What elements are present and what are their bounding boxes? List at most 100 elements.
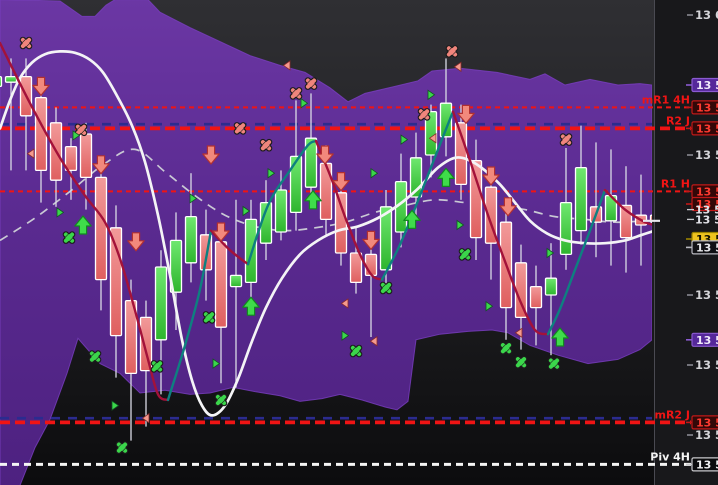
candle <box>214 225 228 384</box>
candle <box>139 300 153 427</box>
exit-cross-red-icon <box>458 248 472 261</box>
candle <box>439 58 453 157</box>
level-label-R2-J: R2 J <box>666 114 690 127</box>
candle <box>229 199 243 388</box>
candle <box>124 279 138 441</box>
sell-arrow-icon <box>202 145 220 165</box>
candle <box>619 166 633 273</box>
buy-arrow-icon <box>437 167 455 187</box>
candle <box>574 125 588 245</box>
signal-triangle-left-icon <box>340 298 349 309</box>
axis-price-box-outline: 13 58 <box>686 240 718 255</box>
candle <box>604 149 618 266</box>
buy-arrow-icon <box>403 209 421 229</box>
sell-arrow-icon <box>92 155 110 175</box>
signal-triangle-left-icon <box>369 335 378 347</box>
axis-tick-label: 13 57 <box>695 428 718 442</box>
candle <box>64 138 78 200</box>
axis-tick-label: 13 57 <box>695 358 718 372</box>
svg-text:13 58: 13 58 <box>696 198 718 211</box>
trend-segment-crimson <box>209 229 250 266</box>
sell-arrow-icon <box>499 197 517 217</box>
trend-segment-teal <box>246 139 318 266</box>
sell-arrow-icon <box>362 230 380 250</box>
exit-cross-red-icon <box>115 441 129 454</box>
candle <box>544 243 558 356</box>
trend-segment-crimson <box>0 41 170 402</box>
signal-triangle-left-icon <box>141 412 150 424</box>
candle <box>184 173 198 283</box>
svg-text:13 57: 13 57 <box>696 416 718 429</box>
signal-triangle-right-icon <box>267 167 276 179</box>
level-label-mR2-J: mR2 J <box>654 408 690 421</box>
exit-cross-red-icon <box>445 45 459 58</box>
signal-triangle-left-icon <box>26 148 35 159</box>
axis-price-box-red: 13 57 <box>686 415 718 430</box>
signal-triangle-right-icon <box>72 130 81 141</box>
candle <box>4 58 18 171</box>
trend-segment-crimson <box>603 188 652 226</box>
svg-text:13 59: 13 59 <box>696 101 718 114</box>
signal-triangle-right-icon <box>341 330 350 341</box>
trend-segment-teal <box>166 229 213 402</box>
axis-minor-price-label: 13 58 <box>695 204 718 217</box>
candle <box>0 75 3 88</box>
exit-cross-red-icon <box>19 36 33 50</box>
pivot-level-lines <box>0 106 691 466</box>
trend-segment-teal <box>546 188 607 336</box>
exit-cross-red-icon <box>379 281 393 295</box>
axis-tick-label: 13 60 <box>695 8 718 22</box>
signal-triangle-right-icon <box>111 400 120 411</box>
axis-price-box-red: 13 59 <box>686 121 718 136</box>
axis-price-box-red: 13 58 <box>686 196 718 212</box>
signal-triangle-right-icon <box>427 89 436 101</box>
candlestick-layer <box>0 36 652 454</box>
exit-cross-red-icon <box>150 360 164 373</box>
level-label-R1-H: R1 H <box>661 177 690 190</box>
svg-text:13 59: 13 59 <box>696 122 718 135</box>
exit-cross-red-icon <box>499 341 513 355</box>
signal-triangle-right-icon <box>212 358 221 369</box>
signal-triangle-left-icon <box>428 132 437 144</box>
axis-price-box-purple: 13 59 <box>686 77 718 93</box>
axis-price-box-red: 13 59 <box>686 100 718 115</box>
svg-text:13 57: 13 57 <box>696 334 718 347</box>
exit-cross-red-icon <box>547 357 561 370</box>
candle <box>349 226 363 294</box>
exit-cross-red-icon <box>62 231 76 244</box>
sell-arrow-icon <box>316 145 334 165</box>
axis-price-box-purple: 13 57 <box>686 332 718 347</box>
exit-cross-red-icon <box>214 393 228 407</box>
buy-arrow-icon <box>74 215 92 235</box>
sell-arrow-icon <box>457 104 475 124</box>
buy-arrow-icon <box>551 327 569 347</box>
trend-segment-teal <box>380 110 455 281</box>
trend-segment-crimson <box>451 110 550 336</box>
exit-cross-red-icon <box>289 87 303 100</box>
axis-tick-label: 13 59 <box>695 148 718 162</box>
level-label-Piv-4H: Piv 4H <box>650 450 690 463</box>
signal-triangle-right-icon <box>400 134 409 145</box>
candle <box>289 100 303 231</box>
exit-cross-red-icon <box>559 133 573 146</box>
candle <box>394 153 408 248</box>
exit-cross-red-icon <box>74 123 88 137</box>
exit-cross-red-icon <box>259 138 273 152</box>
trend-segment-crimson <box>314 139 384 281</box>
signal-triangle-left-icon <box>282 60 291 71</box>
signal-triangle-right-icon <box>546 247 555 259</box>
ma-dashed-line <box>0 148 646 242</box>
sell-arrow-icon <box>482 166 500 186</box>
signal-triangle-right-icon <box>242 205 251 217</box>
axis-minor-price-label: 13 58 <box>695 213 718 226</box>
axis-tick-label: 13 58 <box>695 288 718 302</box>
svg-text:13 59: 13 59 <box>696 79 718 92</box>
signal-triangle-left-icon <box>453 61 462 73</box>
price-axis-labels: mR1 4H R2 J R1 H mR2 J Piv 4H 13 60 13 59 13 58… <box>642 8 718 472</box>
sell-arrow-icon <box>332 172 350 192</box>
axis-price-box-red: 13 58 <box>686 184 718 199</box>
sell-arrow-icon <box>212 222 230 242</box>
signal-triangle-right-icon <box>456 219 465 231</box>
